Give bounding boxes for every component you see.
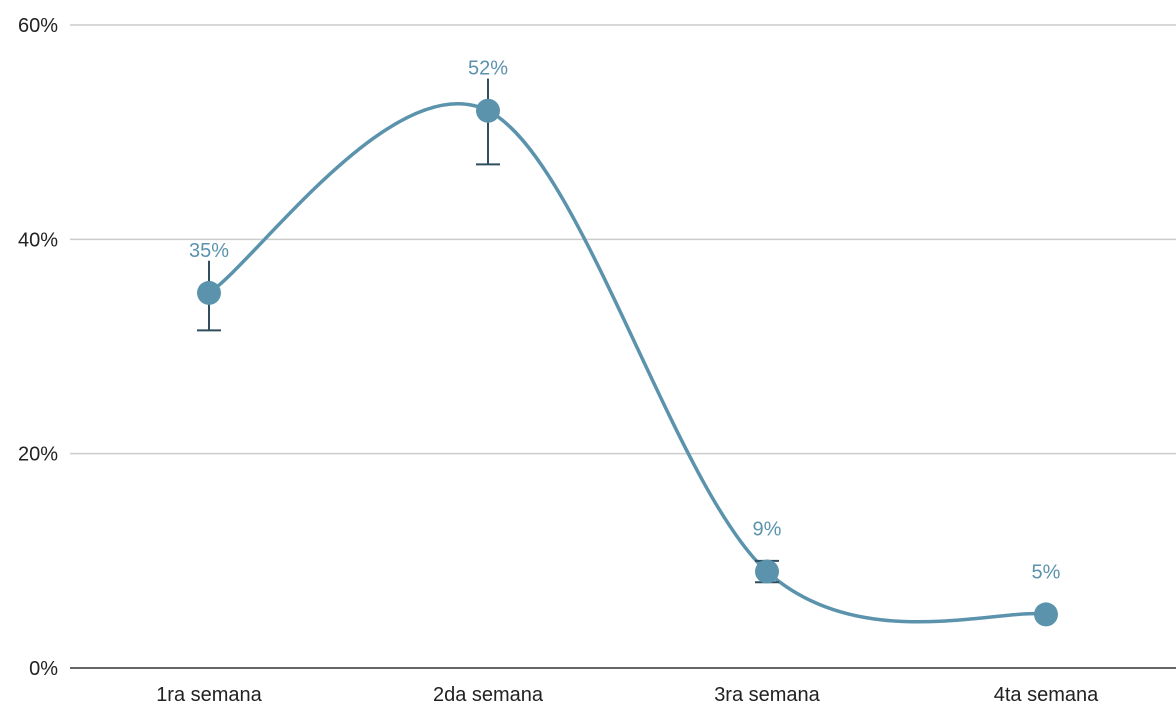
axes: 0% 20% 40% 60% 1ra semana 2da semana 3ra seman… (18, 15, 1176, 706)
data-label: 5% (1032, 561, 1061, 583)
gridlines (70, 24, 1176, 455)
error-bars (197, 78, 779, 584)
data-label: 9% (753, 519, 782, 541)
data-point (476, 98, 500, 123)
data-label: 52% (468, 58, 508, 80)
x-tick-label: 4ta semana (994, 684, 1099, 706)
x-tick-label: 1ra semana (156, 684, 262, 706)
x-tick-label: 3ra semana (714, 684, 820, 706)
y-tick-label: 0% (29, 658, 58, 680)
y-tick-label: 60% (18, 15, 58, 37)
series-line (207, 102, 1048, 624)
data-point (755, 559, 779, 584)
data-label: 35% (189, 240, 229, 262)
y-tick-label: 20% (18, 444, 58, 466)
series-line-layer (207, 102, 1048, 624)
data-points (197, 98, 1058, 627)
x-tick-label: 2da semana (433, 684, 544, 706)
data-point (1034, 602, 1058, 627)
data-labels: 35% 52% 9% 5% (189, 58, 1061, 584)
y-tick-label: 40% (18, 229, 58, 251)
data-point (197, 280, 221, 305)
